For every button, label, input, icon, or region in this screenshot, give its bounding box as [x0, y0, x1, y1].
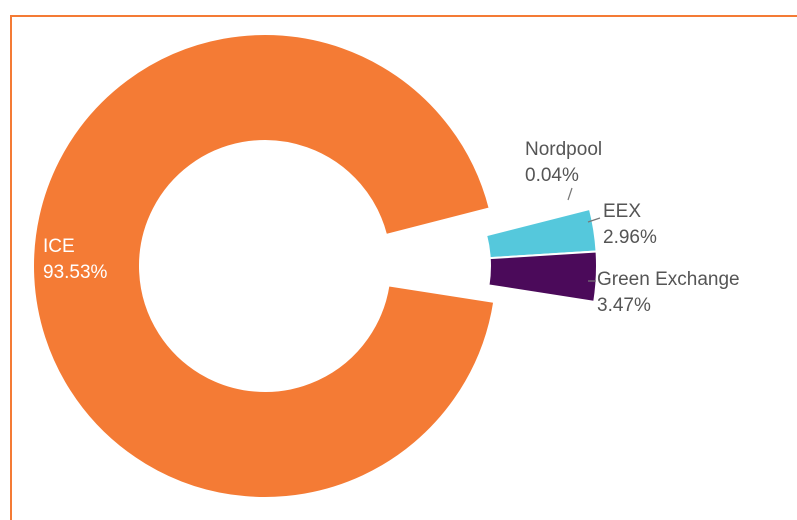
slice: [484, 207, 598, 260]
value-label: 2.96%: [603, 227, 657, 248]
slice-label: Nordpool: [525, 139, 602, 160]
leader-line: [587, 217, 601, 223]
frame: [10, 15, 797, 520]
leader-line: [567, 187, 573, 201]
value-label: 0.04%: [525, 165, 579, 186]
slice: [32, 33, 496, 500]
slice-label: EEX: [603, 201, 641, 222]
value-label: 3.47%: [597, 295, 651, 316]
slice-label: ICE: [43, 236, 75, 257]
value-label: 93.53%: [43, 262, 108, 283]
slice: [487, 250, 598, 304]
slice-label: Green Exchange: [597, 269, 740, 290]
